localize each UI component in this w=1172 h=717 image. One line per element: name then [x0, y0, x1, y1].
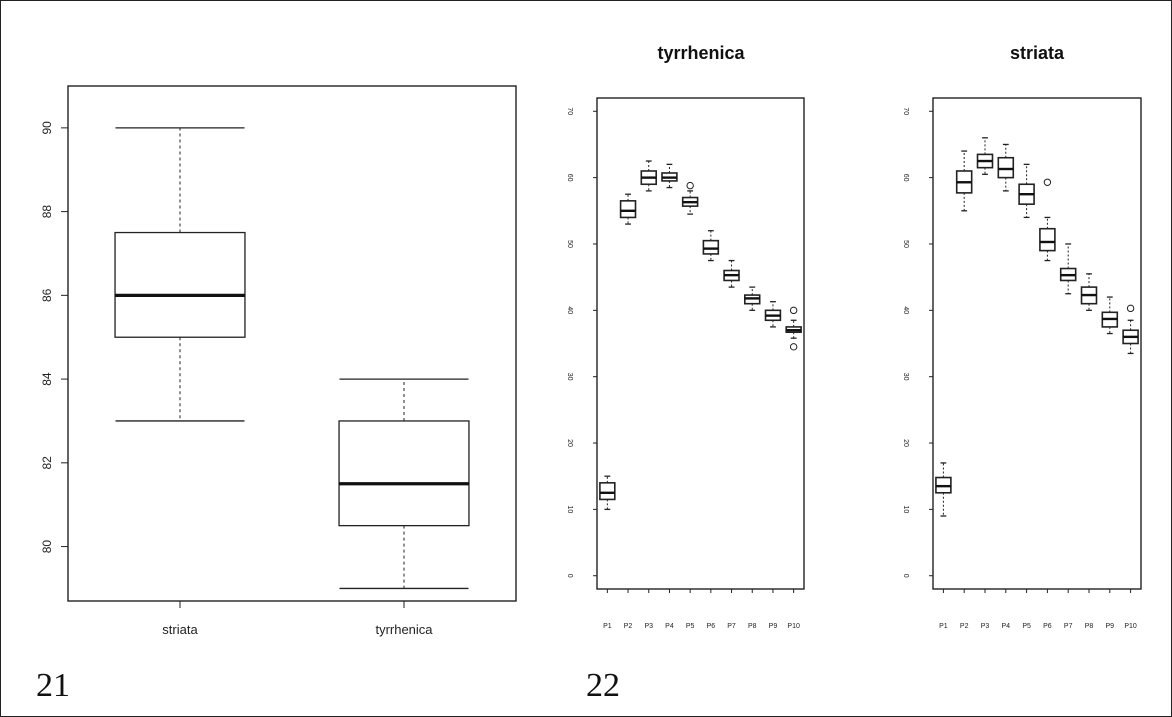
plot-frame — [932, 97, 1142, 590]
y-tick-label: 80 — [40, 540, 54, 554]
box-P2 — [619, 193, 637, 225]
y-tick-label: 88 — [40, 205, 54, 219]
box-P5 — [681, 181, 699, 215]
y-tick-label: 30 — [566, 373, 573, 381]
boxplot-panel-2: tyrrhenica 0 10 20 30 40 50 60 70 P1 P2 P3 P4 P5 P6 P7 P… — [566, 43, 805, 630]
y-tick-label: 84 — [40, 372, 54, 386]
box-P10 — [1122, 304, 1139, 355]
iqr-box — [619, 200, 637, 219]
box-P1 — [599, 475, 616, 511]
iqr-box — [997, 156, 1015, 179]
box-P5 — [1018, 163, 1035, 219]
outlier-point — [1043, 178, 1052, 186]
y-tick-label: 10 — [566, 505, 573, 513]
box-P6 — [1039, 178, 1056, 262]
box-P3 — [976, 137, 994, 175]
plot-frame — [67, 85, 517, 602]
box-P3 — [640, 160, 658, 192]
x-tick-label: P9 — [1106, 623, 1115, 630]
box-P7 — [1059, 243, 1077, 295]
x-tick-label: P6 — [707, 623, 716, 630]
iqr-box — [114, 231, 246, 338]
y-tick-label: 0 — [566, 574, 573, 578]
plot-frame — [596, 97, 805, 590]
x-tick-label: P10 — [1124, 623, 1137, 630]
y-tick-label: 40 — [902, 306, 909, 314]
x-tick-label: P6 — [1043, 623, 1052, 630]
y-tick-label: 60 — [566, 174, 573, 182]
boxplot-panel-3: striata 0 10 20 30 40 50 60 70 P1 P2 P3 P4 P5 P6 P7 P8 P9… — [902, 43, 1142, 630]
box-P2 — [955, 150, 973, 212]
box-P9 — [764, 301, 782, 328]
x-tick-label: P7 — [727, 623, 736, 630]
x-tick-label: P2 — [960, 623, 969, 630]
x-tick-label: tyrrhenica — [375, 622, 433, 637]
x-tick-label: P5 — [1022, 623, 1031, 630]
x-tick-label: P3 — [644, 623, 653, 630]
y-tick-label: 70 — [566, 107, 573, 115]
x-tick-label: P9 — [769, 623, 778, 630]
x-tick-label: P2 — [624, 623, 633, 630]
x-tick-label: P8 — [1085, 623, 1094, 630]
x-tick-label: P10 — [787, 623, 800, 630]
box-P4 — [661, 163, 678, 189]
y-tick-label: 20 — [902, 439, 909, 447]
iqr-box — [599, 482, 616, 501]
y-tick-label: 90 — [40, 121, 54, 135]
boxplot-panel-1: 80 82 84 86 88 90 striata tyrrhenica — [40, 85, 517, 637]
box-P1 — [935, 462, 952, 517]
y-tick-label: 86 — [40, 288, 54, 302]
y-tick-label: 82 — [40, 456, 54, 470]
x-tick-label: P4 — [665, 623, 674, 630]
x-tick-label: P1 — [939, 623, 948, 630]
outlier-point — [789, 343, 798, 351]
box-P9 — [1101, 296, 1119, 335]
x-tick-label: P8 — [748, 623, 757, 630]
x-tick-label: P4 — [1002, 623, 1011, 630]
outlier-point — [686, 181, 694, 190]
x-tick-label: P3 — [981, 623, 990, 630]
panel-label-21: 21 — [36, 667, 70, 704]
y-tick-label: 0 — [902, 574, 909, 578]
box-P8 — [1080, 273, 1098, 311]
box-P4 — [997, 143, 1015, 192]
box-tyrrhenica — [338, 378, 470, 590]
y-tick-label: 70 — [902, 107, 909, 115]
y-tick-label: 10 — [902, 505, 909, 513]
y-tick-label: 20 — [566, 439, 573, 447]
box-P8 — [743, 286, 761, 311]
y-tick-label: 30 — [902, 373, 909, 381]
box-P7 — [723, 259, 740, 288]
x-tick-label: P5 — [686, 623, 695, 630]
outlier-point — [1126, 304, 1135, 313]
y-tick-label: 40 — [566, 306, 573, 314]
chart-title: striata — [1010, 43, 1065, 63]
panel-label-22: 22 — [586, 667, 620, 704]
box-P10 — [785, 306, 802, 351]
x-tick-label: striata — [162, 622, 198, 637]
box-P6 — [702, 230, 720, 262]
iqr-box — [1039, 227, 1056, 252]
y-tick-label: 60 — [902, 174, 909, 182]
x-tick-label: P1 — [603, 623, 612, 630]
x-tick-label: P7 — [1064, 623, 1073, 630]
box-striata — [114, 127, 246, 422]
chart-title: tyrrhenica — [657, 43, 745, 63]
iqr-box — [702, 239, 720, 255]
y-tick-label: 50 — [566, 240, 573, 248]
y-tick-label: 50 — [902, 240, 909, 248]
outlier-point — [789, 306, 798, 315]
iqr-box — [338, 420, 470, 527]
